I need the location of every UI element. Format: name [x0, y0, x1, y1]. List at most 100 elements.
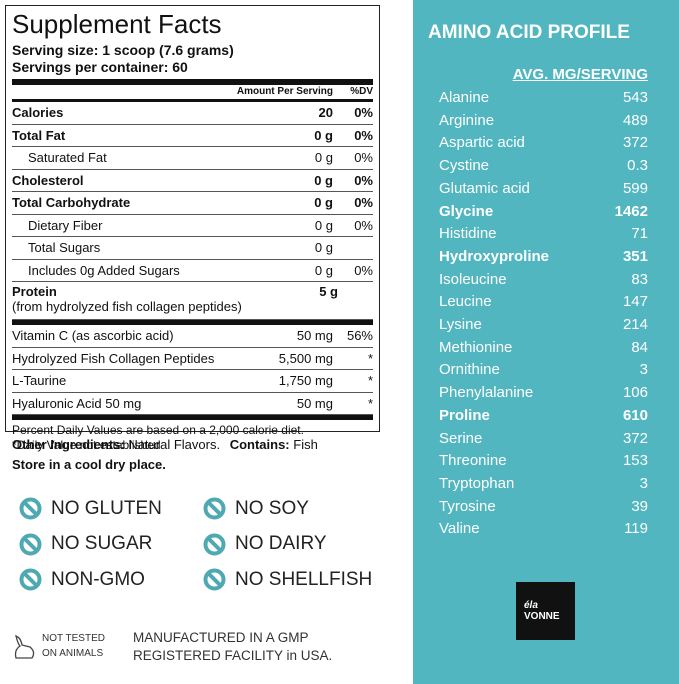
amino-name: Serine [439, 429, 483, 447]
amount: 5 g [319, 284, 339, 299]
badge: NO SUGAR [19, 533, 152, 556]
nutrient-name: Total Sugars [12, 237, 223, 259]
brand-top: éla [524, 600, 538, 611]
amino-title: AMINO ACID PROFILE [428, 22, 630, 43]
amount: 0 g [314, 150, 333, 165]
amino-name: Phenylalanine [439, 384, 534, 402]
dv [333, 237, 373, 259]
nutrient-name: Vitamin C (as ascorbic acid) [12, 325, 223, 347]
amino-name: Threonine [439, 452, 507, 470]
cruelty-free: ON ANIMALS [42, 648, 104, 659]
label: Other Ingredients: [12, 437, 125, 452]
amino-value: 1462 [614, 202, 648, 220]
cruelty-free: NOT TESTED [42, 633, 105, 644]
amino-name: Proline [439, 406, 490, 424]
amount: 0 g [314, 240, 333, 255]
amino-value: 106 [622, 384, 648, 402]
servings-per-container: Servings per container: 60 [12, 59, 188, 75]
divider [12, 76, 373, 85]
nutrient-row: Hyaluronic Acid 50 mg 50 mg * [12, 393, 373, 415]
amount: 0 g [314, 217, 333, 233]
amino-name: Histidine [439, 225, 497, 243]
amino-value: 543 [622, 89, 648, 106]
amino-value: 153 [622, 452, 648, 470]
note: (from hydrolyzed fish collagen peptides) [12, 299, 242, 314]
dv: 0% [354, 150, 373, 165]
badge-icon [19, 568, 42, 591]
manufacturing: REGISTERED FACILITY in USA. [133, 648, 333, 663]
name: Saturated Fat [28, 150, 107, 165]
nutrient-name: L-Taurine [12, 370, 223, 392]
nutrient-name: Protein (from hydrolyzed fish collagen pe… [12, 284, 242, 319]
amino-name: Isoleucine [439, 270, 507, 288]
dv-header: %DV [350, 86, 373, 97]
badge-text: NO SOY [235, 497, 309, 519]
nutrient-name: Calories [12, 102, 223, 124]
amino-value: 119 [624, 520, 648, 538]
dv: * [367, 395, 373, 411]
name: Total Fat [12, 127, 66, 143]
dv: 56% [346, 328, 373, 343]
title: Supplement Facts [12, 9, 222, 39]
amino-value: 39 [631, 497, 648, 515]
nutrient-name: Hydrolyzed Fish Collagen Peptides [12, 348, 223, 370]
dv: 0% [354, 172, 373, 188]
amount: 0 g [314, 127, 333, 143]
amino-value: 372 [622, 134, 648, 152]
brand-bottom: VONNE [524, 611, 560, 622]
nutrient-name: Total Carbohydrate [12, 192, 223, 214]
nutrient-row: Calories 20 0% [12, 102, 373, 125]
rabbit-icon [14, 634, 35, 659]
amino-value: 351 [622, 247, 648, 265]
amino-name: Lysine [439, 316, 482, 333]
badge-text: NO GLUTEN [51, 497, 162, 519]
amount: 0 g [314, 172, 333, 188]
amino-value: 147 [622, 293, 648, 311]
name: Total Carbohydrate [12, 195, 131, 210]
nutrient-name: Includes 0g Added Sugars [12, 260, 223, 282]
amino-name: Ornithine [439, 361, 500, 379]
amino-name: Tryptophan [439, 474, 515, 492]
amino-value: 3 [639, 474, 648, 492]
nutrient-row: Protein (from hydrolyzed fish collagen pe… [12, 282, 373, 320]
badge-text: NO DAIRY [235, 533, 327, 554]
badge-text: NO SHELLFISH [235, 568, 373, 590]
contains-label: Contains: [229, 437, 290, 452]
nutrient-row: Hydrolyzed Fish Collagen Peptides 5,500 m… [12, 348, 373, 370]
nutrient-name: Total Fat [12, 125, 223, 147]
nutrient-row: L-Taurine 1,750 mg * [12, 370, 373, 393]
badge-icon [203, 533, 226, 555]
nutrient-name: Hyaluronic Acid 50 mg [12, 393, 223, 415]
badge-icon [19, 533, 42, 555]
nutrient-row: Saturated Fat 0 g 0% [12, 147, 373, 170]
name: Dietary Fiber [28, 217, 103, 233]
dv [338, 284, 373, 319]
name: Vitamin C (as ascorbic acid) [12, 328, 174, 343]
amount: 1,750 mg [278, 373, 333, 388]
footnote: *Daily Value not established [12, 438, 161, 452]
name: Cholesterol [12, 172, 84, 188]
amount: 50 mg [296, 395, 333, 411]
amount: 5,500 mg [278, 350, 333, 366]
amino-name: Tyrosine [439, 497, 496, 515]
amino-header: AVG. MG/SERVING [512, 66, 648, 83]
nutrient-row: Includes 0g Added Sugars 0 g 0% [12, 260, 373, 282]
dv: 0% [354, 105, 373, 120]
badge: NO SHELLFISH [203, 568, 372, 591]
name: L-Taurine [12, 373, 67, 388]
amino-name: Methionine [439, 338, 513, 356]
amino-panel: AMINO ACID PROFILE AVG. MG/SERVING Alanine… [413, 0, 679, 684]
dv: 0% [354, 195, 373, 210]
brand-logo: éla VONNE [516, 582, 575, 640]
supplement-facts: Supplement Facts Serving size: 1 scoop (7… [5, 5, 380, 452]
name: Hyaluronic Acid 50 mg [12, 395, 142, 411]
name: Protein [12, 284, 57, 299]
amino-name: Leucine [439, 293, 492, 311]
amino-name: Glutamic acid [439, 179, 530, 197]
amino-name: Arginine [439, 111, 495, 129]
nutrient-row: Total Fat 0 g 0% [12, 125, 373, 147]
amino-value: 0.3 [627, 157, 648, 175]
nutrient-name: Saturated Fat [12, 147, 223, 169]
table-header: Amount Per Serving %DV [12, 85, 373, 102]
